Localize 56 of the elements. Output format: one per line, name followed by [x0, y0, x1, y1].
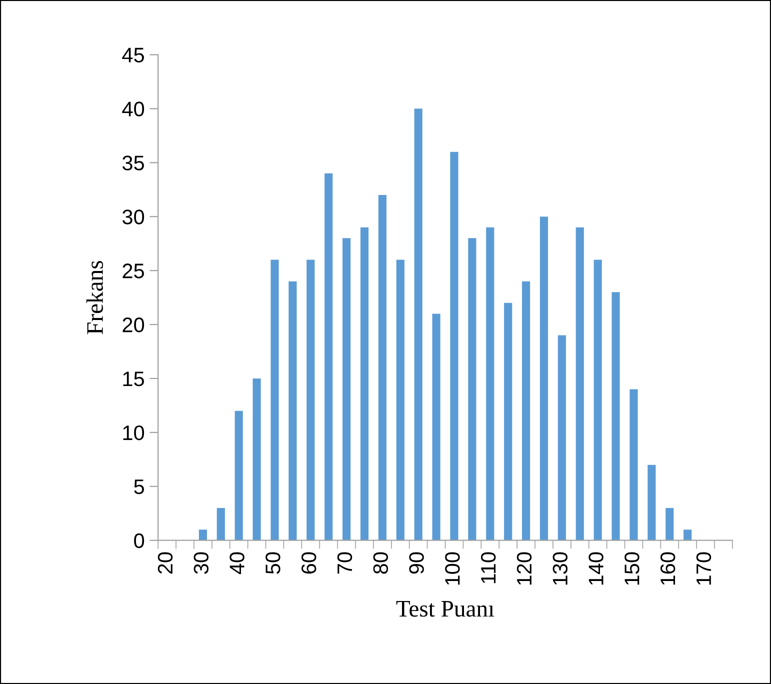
- bar: [360, 227, 369, 540]
- bar: [198, 530, 207, 540]
- x-tick-label: 120: [516, 552, 532, 585]
- bar: [288, 281, 297, 540]
- x-tick-label: 30: [194, 552, 209, 574]
- bar: [522, 281, 530, 540]
- bar: [342, 238, 351, 540]
- y-axis-title: Frekans: [86, 261, 104, 334]
- bar: [270, 260, 279, 540]
- x-tick-label: 150: [624, 552, 640, 585]
- y-tick-label: 5: [134, 480, 144, 494]
- bar: [378, 195, 386, 540]
- x-tick-label: 70: [337, 552, 352, 574]
- x-tick-label: 110: [480, 552, 496, 584]
- bar: [540, 216, 548, 540]
- bar: [234, 410, 243, 540]
- y-tick-label: 25: [122, 264, 144, 278]
- y-tick-label: 15: [123, 372, 144, 386]
- bar: [252, 378, 261, 540]
- bar: [612, 292, 620, 540]
- x-tick-label: 130: [552, 552, 568, 585]
- x-axis-title: Test Puanı: [396, 601, 494, 617]
- y-tick-label: 10: [123, 425, 144, 440]
- y-tick-label: 35: [122, 156, 144, 170]
- y-tick-label: 20: [122, 318, 144, 332]
- bar: [486, 227, 494, 540]
- bar: [468, 238, 476, 540]
- y-tick-label: 45: [122, 48, 144, 62]
- x-tick-label: 100: [445, 552, 460, 585]
- bar: [324, 173, 333, 540]
- bar: [414, 108, 422, 540]
- bar: [216, 508, 225, 540]
- y-tick-label: 40: [122, 102, 144, 116]
- bar: [594, 260, 602, 540]
- bar: [450, 152, 458, 540]
- x-tick-label: 160: [660, 552, 676, 585]
- x-tick-label: 170: [696, 552, 712, 585]
- bar: [666, 508, 674, 540]
- bar: [306, 260, 315, 540]
- x-tick-label: 80: [373, 552, 388, 574]
- y-tick-label: 30: [122, 210, 144, 224]
- bar: [558, 335, 566, 540]
- x-tick-label: 50: [266, 552, 280, 574]
- bar: [630, 389, 638, 540]
- x-tick-label: 60: [301, 552, 316, 574]
- x-tick-label: 140: [588, 552, 604, 585]
- bar: [576, 227, 584, 540]
- y-tick-label: 0: [134, 533, 144, 548]
- bar: [684, 530, 692, 540]
- bar: [648, 464, 656, 540]
- bar: [432, 314, 440, 540]
- x-tick-label: 40: [230, 552, 244, 574]
- bar: [504, 302, 512, 540]
- x-tick-label: 90: [409, 552, 424, 574]
- bar: [396, 260, 404, 540]
- x-tick-label: 20: [158, 552, 173, 574]
